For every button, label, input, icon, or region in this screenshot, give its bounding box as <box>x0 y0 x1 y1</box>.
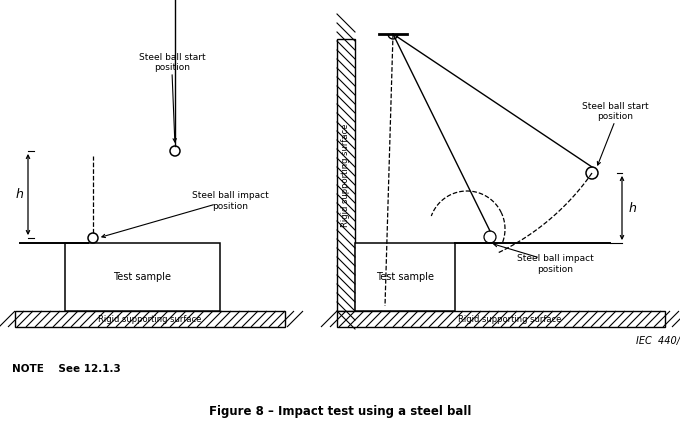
Text: Rigid supporting surface: Rigid supporting surface <box>99 314 202 323</box>
Text: Rigid supporting surface: Rigid supporting surface <box>458 314 562 323</box>
Text: IEC  440/99: IEC 440/99 <box>636 336 680 346</box>
Text: Rigid supporting surface: Rigid supporting surface <box>341 123 350 227</box>
Text: h: h <box>15 188 23 201</box>
Text: Figure 8 – Impact test using a steel ball: Figure 8 – Impact test using a steel bal… <box>209 405 471 417</box>
Text: Steel ball start
position: Steel ball start position <box>139 53 205 72</box>
Text: h: h <box>629 202 637 214</box>
Text: NOTE    See 12.1.3: NOTE See 12.1.3 <box>12 364 121 374</box>
Text: Steel ball impact
position: Steel ball impact position <box>192 191 269 211</box>
Bar <box>337 311 665 327</box>
Text: Test sample: Test sample <box>376 272 434 282</box>
Bar <box>15 311 285 327</box>
Bar <box>65 243 220 311</box>
Bar <box>355 243 455 311</box>
Bar <box>337 39 355 311</box>
Text: Test sample: Test sample <box>114 272 171 282</box>
Text: Steel ball start
position: Steel ball start position <box>581 102 648 121</box>
Text: Steel ball impact
position: Steel ball impact position <box>517 254 594 274</box>
